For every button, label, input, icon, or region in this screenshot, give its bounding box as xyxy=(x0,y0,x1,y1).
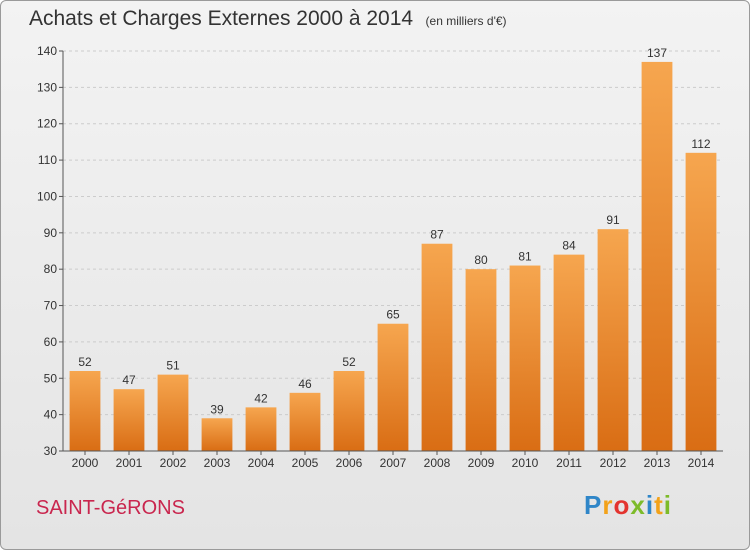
logo-letter: P xyxy=(584,490,603,520)
y-tick-label: 70 xyxy=(44,299,58,313)
logo-letter: o xyxy=(613,490,631,520)
bar-2014 xyxy=(685,152,717,451)
x-tick-label: 2007 xyxy=(380,456,407,470)
x-tick-label: 2010 xyxy=(512,456,539,470)
proxiti-logo: Proxiti xyxy=(584,490,672,521)
bar-2006 xyxy=(333,371,365,451)
y-tick-label: 90 xyxy=(44,226,58,240)
bars xyxy=(69,61,717,452)
axes: 30 40 50 60 70 80 90 100 110 120 130 140 2000 2001 200… xyxy=(37,44,723,470)
value-label-2005: 46 xyxy=(298,377,312,391)
logo-letter: i xyxy=(645,490,655,520)
y-tick-label: 110 xyxy=(38,153,57,167)
commune-name: SAINT-GéRONS xyxy=(36,497,185,519)
chart-title-main: Achats et Charges Externes 2000 à 2014 xyxy=(29,7,414,30)
x-tick-label: 2006 xyxy=(336,456,363,470)
bar-2000 xyxy=(69,371,101,451)
chart-title: Achats et Charges Externes 2000 à 2014 (… xyxy=(29,7,507,31)
y-tick-label: 40 xyxy=(44,408,58,422)
value-label-2011: 84 xyxy=(562,239,576,253)
x-tick-label: 2004 xyxy=(248,456,275,470)
bar-2011 xyxy=(553,254,585,451)
x-tick-label: 2002 xyxy=(160,456,187,470)
chart-unit-note: (en milliers d'€) xyxy=(425,14,507,28)
y-tick-label: 130 xyxy=(37,80,57,94)
y-tick-label: 120 xyxy=(37,117,57,131)
x-tick-label: 2000 xyxy=(72,456,99,470)
x-tick-label: 2014 xyxy=(688,456,715,470)
x-tick-label: 2005 xyxy=(292,456,319,470)
x-tick-label: 2001 xyxy=(116,456,143,470)
value-label-2008: 87 xyxy=(430,228,444,242)
value-label-2010: 81 xyxy=(518,250,532,264)
x-tick-label: 2012 xyxy=(600,456,627,470)
bar-2002 xyxy=(157,374,189,451)
logo-letter: x xyxy=(630,490,646,520)
logo-letter: t xyxy=(654,490,664,520)
bar-2007 xyxy=(377,323,409,451)
x-tick-label: 2009 xyxy=(468,456,495,470)
x-tick-label: 2013 xyxy=(644,456,671,470)
bar-2013 xyxy=(641,61,673,452)
bar-2008 xyxy=(421,243,453,451)
bar-2001 xyxy=(113,389,145,451)
y-tick-label: 60 xyxy=(44,335,58,349)
x-tick-label: 2003 xyxy=(204,456,231,470)
value-label-2014: 112 xyxy=(691,137,710,151)
x-tick-label: 2011 xyxy=(556,456,582,470)
y-tick-label: 30 xyxy=(44,444,58,458)
y-tick-label: 50 xyxy=(44,371,58,385)
bar-2010 xyxy=(509,265,541,451)
value-label-2013: 137 xyxy=(647,46,667,60)
value-label-2006: 52 xyxy=(342,355,356,369)
y-tick-label: 140 xyxy=(37,44,57,58)
bar-2004 xyxy=(245,407,277,451)
value-label-2001: 47 xyxy=(122,373,136,387)
logo-letter: r xyxy=(602,490,614,520)
value-label-2003: 39 xyxy=(210,402,224,416)
bar-2012 xyxy=(597,229,629,451)
x-tick-label: 2008 xyxy=(424,456,451,470)
bar-2005 xyxy=(289,392,321,451)
value-label-2004: 42 xyxy=(254,391,268,405)
y-tick-label: 100 xyxy=(37,189,57,203)
value-label-2012: 91 xyxy=(606,213,620,227)
value-label-2009: 80 xyxy=(474,253,488,267)
value-label-2000: 52 xyxy=(78,355,92,369)
y-tick-label: 80 xyxy=(44,262,58,276)
value-label-2007: 65 xyxy=(386,308,400,322)
value-label-2002: 51 xyxy=(166,359,180,373)
bar-2003 xyxy=(201,418,233,451)
logo-letter: i xyxy=(663,490,672,520)
bar-2009 xyxy=(465,269,497,451)
value-labels: 52 47 51 39 42 46 52 65 87 80 81 84 91 137 112 xyxy=(78,46,711,416)
